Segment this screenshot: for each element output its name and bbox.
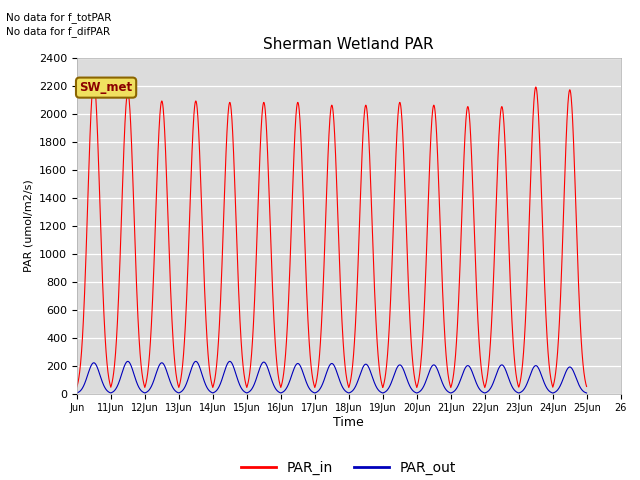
X-axis label: Time: Time <box>333 416 364 429</box>
Title: Sherman Wetland PAR: Sherman Wetland PAR <box>264 37 434 52</box>
Text: SW_met: SW_met <box>79 81 132 94</box>
Text: No data for f_totPAR: No data for f_totPAR <box>6 12 112 23</box>
Legend: PAR_in, PAR_out: PAR_in, PAR_out <box>236 456 462 480</box>
Text: No data for f_difPAR: No data for f_difPAR <box>6 26 111 37</box>
Y-axis label: PAR (umol/m2/s): PAR (umol/m2/s) <box>23 179 33 272</box>
